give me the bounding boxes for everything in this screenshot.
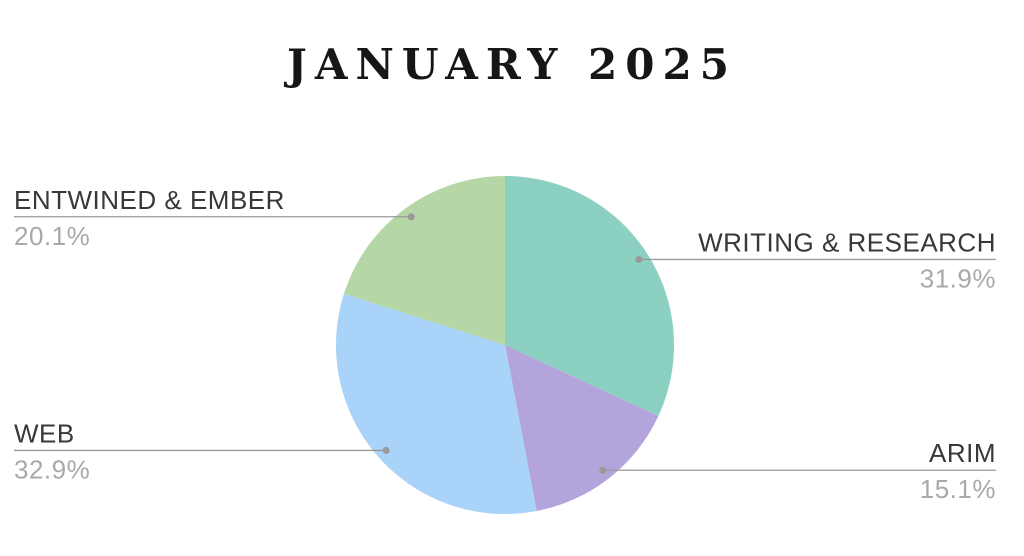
chart-title: JANUARY 2025 xyxy=(287,40,737,89)
slice-label-web: WEB xyxy=(14,418,75,448)
slice-pct-web: 32.9% xyxy=(14,454,90,484)
slice-label-writing-research: WRITING & RESEARCH xyxy=(698,227,996,257)
pie-slice-entwined-ember xyxy=(343,176,505,345)
leader-dot-writing-research xyxy=(635,255,643,263)
slice-pct-writing-research: 31.9% xyxy=(920,263,996,293)
pie-slice-writing-research xyxy=(505,176,674,416)
slice-label-arim: ARIM xyxy=(929,438,996,468)
slice-pct-entwined-ember: 20.1% xyxy=(14,221,90,251)
leader-dot-arim xyxy=(599,466,607,474)
leader-dot-web xyxy=(382,446,390,454)
slice-label-entwined-ember: ENTWINED & EMBER xyxy=(14,185,285,215)
leader-dot-entwined-ember xyxy=(407,213,415,221)
slice-pct-arim: 15.1% xyxy=(920,474,996,504)
pie-slice-web xyxy=(336,293,537,515)
pie-slice-arim xyxy=(505,345,659,512)
